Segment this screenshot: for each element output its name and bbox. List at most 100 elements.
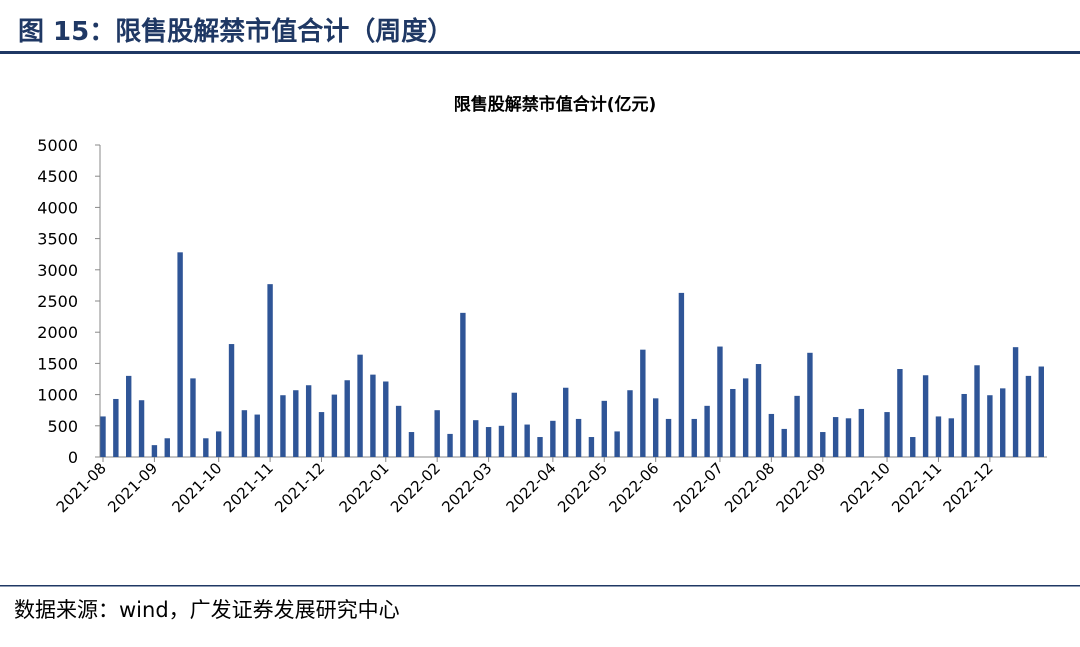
bar [254, 414, 260, 457]
y-tick-label: 5000 [37, 136, 78, 155]
bar [627, 390, 633, 457]
bar [832, 417, 839, 457]
bar [588, 437, 595, 457]
bar [678, 292, 685, 457]
bar [215, 431, 222, 457]
bar [267, 284, 273, 457]
bar [781, 428, 787, 457]
y-tick-label: 3000 [37, 261, 78, 280]
y-tick-label: 0 [68, 448, 78, 467]
bar [190, 378, 196, 457]
bar [498, 425, 505, 457]
x-tick-label: 2021-09 [104, 459, 161, 516]
bar [305, 385, 312, 457]
bar [370, 374, 376, 457]
bar [794, 395, 800, 457]
bar [537, 437, 543, 457]
bar [910, 437, 916, 457]
bar [974, 365, 980, 457]
bar [987, 395, 993, 457]
bar [138, 400, 145, 457]
x-tick-label: 2021-10 [168, 459, 225, 516]
bar [550, 420, 556, 457]
bar [408, 432, 415, 457]
bar [228, 344, 235, 457]
x-tick-label: 2022-04 [503, 459, 560, 516]
bar [884, 412, 890, 457]
x-tick-label: 2022-01 [336, 459, 393, 516]
bar [485, 427, 492, 457]
bar [1000, 388, 1006, 457]
y-tick-label: 2500 [37, 292, 78, 311]
bar [858, 408, 865, 457]
bar [922, 375, 929, 457]
bar [717, 346, 723, 457]
bar [1038, 366, 1044, 457]
bar [177, 252, 183, 457]
bar [293, 390, 299, 457]
y-tick-label: 4500 [37, 167, 78, 186]
x-tick-label: 2022-06 [605, 459, 662, 516]
bar [704, 405, 710, 457]
bar [768, 413, 775, 457]
bar [383, 381, 389, 457]
x-tick-label: 2022-02 [387, 459, 444, 516]
x-tick-label: 2022-05 [554, 459, 611, 516]
bar [126, 375, 132, 457]
y-tick-label: 1500 [37, 354, 78, 373]
x-tick-label: 2022-08 [721, 459, 778, 516]
bar [575, 418, 582, 457]
x-tick-label: 2022-10 [837, 459, 894, 516]
bar [1025, 375, 1032, 457]
bar [948, 418, 955, 457]
x-tick-label: 2022-07 [670, 459, 727, 516]
figure-title: 图 15：限售股解禁市值合计（周度） [18, 16, 453, 47]
y-tick-label: 500 [47, 417, 78, 436]
bar [203, 438, 209, 457]
bar [460, 312, 466, 457]
bar [164, 438, 170, 457]
bar [935, 416, 942, 457]
bar [665, 418, 672, 457]
bar [280, 395, 286, 457]
source: 数据来源：wind，广发证券发展研究中心 [14, 598, 400, 622]
bar [820, 432, 826, 457]
x-tick-label: 2022-03 [438, 459, 495, 516]
bar [331, 394, 338, 457]
bar [691, 418, 697, 457]
bar [318, 412, 325, 457]
bar [511, 392, 518, 457]
bar [434, 410, 440, 457]
plot: 0 500 1000 1500 2000 2500 3000 3500 4000 4500 5000… [37, 136, 1047, 516]
bar [897, 369, 903, 457]
bar [730, 388, 736, 457]
bar [652, 398, 659, 457]
x-tick-label: 2022-12 [940, 459, 997, 516]
x-tick-label: 2021-08 [53, 459, 110, 516]
chart-title: 限售股解禁市值合计(亿元) [454, 94, 657, 115]
bar [742, 378, 749, 457]
bar [113, 398, 119, 457]
bar [845, 418, 852, 457]
x-tick-label: 2021-11 [220, 459, 277, 516]
bar [755, 364, 762, 457]
x-tick-label: 2022-11 [888, 459, 945, 516]
bar [601, 400, 607, 457]
y-tick-label: 2000 [37, 323, 78, 342]
bar [447, 433, 453, 457]
bar [524, 424, 530, 457]
bar [640, 349, 646, 457]
bar [807, 352, 813, 457]
bar [344, 380, 350, 457]
bar [100, 416, 106, 457]
y-tick-label: 3500 [37, 230, 78, 249]
header-rule [0, 51, 1080, 54]
bar [473, 420, 479, 457]
footer-rule [0, 585, 1080, 587]
bar [614, 431, 620, 457]
bar [563, 387, 569, 457]
x-tick-label: 2021-12 [271, 459, 328, 516]
bar [395, 405, 402, 457]
bar [241, 410, 248, 457]
